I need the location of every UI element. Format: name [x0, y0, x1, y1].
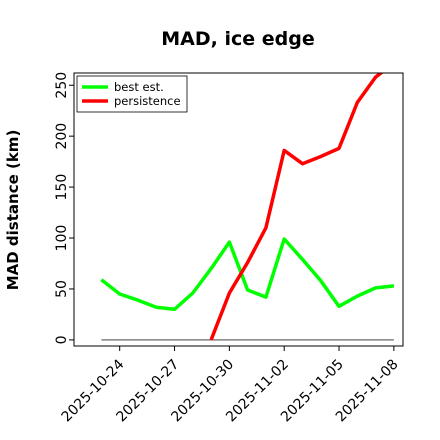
plot-area [73, 72, 404, 347]
y-tick-label: 250 [54, 72, 70, 99]
y-axis: 0 50 100 150 200 250 [54, 72, 74, 344]
y-axis-label: MAD distance (km) [4, 130, 22, 291]
y-tick-label: 150 [54, 174, 70, 201]
y-tick-label: 200 [54, 123, 70, 150]
legend-box [76, 75, 188, 113]
y-tick-label: 50 [54, 280, 70, 298]
chart-title: MAD, ice edge [161, 28, 314, 50]
y-tick-label: 0 [54, 335, 70, 344]
plot-frame [73, 72, 404, 347]
x-axis: 2025-10-242025-10-272025-10-302025-11-02… [59, 346, 402, 425]
legend: best est.persistence [76, 75, 188, 113]
legend-label: best est. [114, 80, 164, 94]
legend-label: persistence [114, 94, 181, 108]
series-line-best-est- [100, 237, 395, 312]
series-line-persistence [209, 73, 384, 341]
y-tick-label: 100 [54, 225, 70, 252]
